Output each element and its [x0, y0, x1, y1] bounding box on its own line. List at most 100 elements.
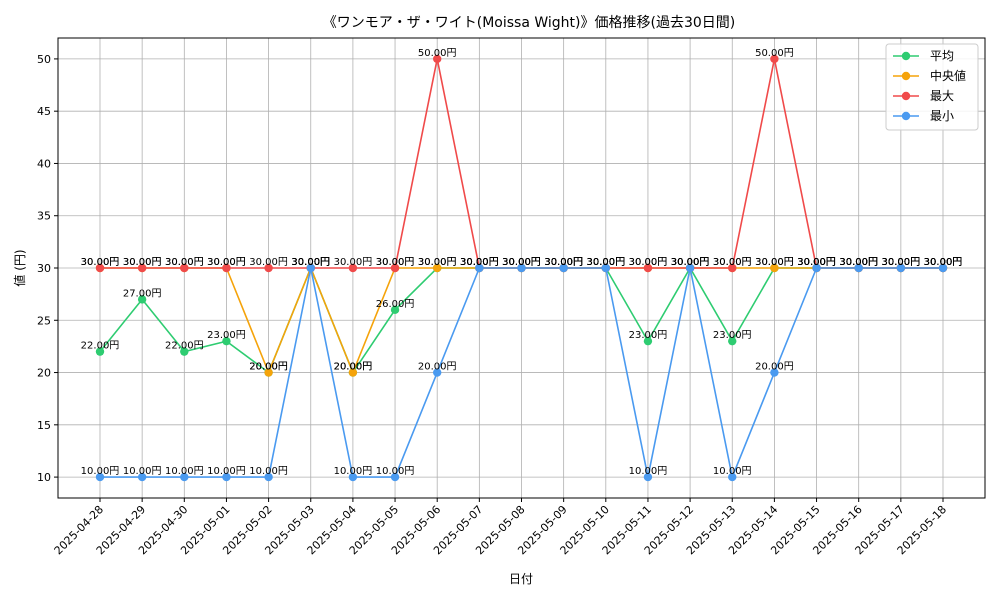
y-tick-label: 10	[37, 471, 51, 484]
data-point	[348, 472, 358, 482]
data-label: 30.00円	[839, 257, 878, 268]
data-label: 30.00円	[502, 257, 541, 268]
data-label: 20.00円	[755, 362, 794, 373]
data-label: 22.00円	[165, 341, 204, 352]
data-label: 30.00円	[797, 257, 836, 268]
data-point	[222, 263, 231, 273]
x-axis: 2025-04-282025-04-292025-04-302025-05-01…	[52, 498, 949, 557]
data-label: 30.00円	[502, 257, 541, 268]
legend-label: 中央値	[930, 68, 966, 83]
data-label: 30.00円	[418, 257, 457, 268]
legend-marker	[901, 51, 911, 61]
series-3	[95, 263, 948, 482]
data-label: 30.00円	[671, 257, 710, 268]
data-label: 50.00円	[418, 48, 457, 59]
data-label: 30.00円	[165, 257, 204, 268]
data-label: 30.00円	[502, 257, 541, 268]
data-point	[348, 263, 358, 273]
data-point	[390, 263, 400, 273]
data-label: 30.00円	[165, 257, 204, 268]
data-label: 30.00円	[334, 257, 373, 268]
y-axis-label: 値 (円)	[12, 249, 27, 286]
data-label: 30.00円	[882, 257, 921, 268]
data-label: 30.00円	[671, 257, 710, 268]
y-tick-label: 30	[37, 262, 51, 275]
data-label: 10.00円	[81, 466, 120, 477]
data-label: 30.00円	[460, 257, 499, 268]
data-label: 30.00円	[797, 257, 836, 268]
data-label: 30.00円	[924, 257, 963, 268]
data-label: 30.00円	[629, 257, 668, 268]
data-point	[728, 336, 737, 346]
y-tick-label: 25	[37, 314, 51, 327]
data-label: 30.00円	[586, 257, 625, 268]
data-label: 30.00円	[291, 257, 330, 268]
data-label: 30.00円	[81, 257, 120, 268]
data-label: 30.00円	[882, 257, 921, 268]
data-point	[180, 347, 189, 356]
x-axis-label: 日付	[509, 572, 533, 586]
data-label: 30.00円	[755, 257, 794, 268]
y-tick-label: 50	[37, 53, 51, 66]
data-label: 30.00円	[713, 257, 752, 268]
data-label: 10.00円	[207, 466, 246, 477]
data-point	[854, 263, 863, 273]
data-point	[728, 472, 737, 482]
legend-marker	[901, 71, 911, 81]
data-label: 30.00円	[207, 257, 246, 268]
data-point	[643, 472, 653, 482]
data-label: 10.00円	[376, 466, 415, 477]
data-label: 30.00円	[839, 257, 878, 268]
chart-title: 《ワンモア・ザ・ワイト(Moissa Wight)》価格推移(過去30日間)	[323, 15, 736, 31]
data-label: 20.00円	[249, 362, 288, 373]
data-point	[95, 347, 105, 356]
data-label: 30.00円	[291, 257, 330, 268]
data-point	[728, 263, 737, 273]
data-point	[433, 368, 442, 377]
data-point	[643, 263, 653, 273]
data-point	[222, 336, 231, 346]
data-point	[938, 263, 948, 273]
data-label: 26.00円	[376, 299, 415, 310]
legend-label: 平均	[930, 49, 954, 63]
data-label: 22.00円	[81, 341, 120, 352]
legend-label: 最小	[930, 109, 954, 123]
data-label: 30.00円	[671, 257, 710, 268]
data-label: 30.00円	[755, 257, 794, 268]
data-label: 30.00円	[376, 257, 415, 268]
data-point	[137, 263, 147, 273]
data-label: 23.00円	[713, 330, 752, 341]
data-point	[770, 263, 779, 273]
data-point	[180, 472, 189, 482]
data-label: 20.00円	[249, 362, 288, 373]
data-label: 30.00円	[924, 257, 963, 268]
data-point	[433, 54, 442, 64]
data-label: 10.00円	[249, 466, 288, 477]
data-point	[643, 336, 653, 346]
data-label: 30.00円	[81, 257, 120, 268]
data-point	[95, 263, 105, 273]
data-label: 30.00円	[797, 257, 836, 268]
legend-marker	[901, 111, 911, 121]
y-tick-label: 20	[37, 367, 51, 380]
legend-box	[885, 43, 979, 131]
data-label: 20.00円	[334, 362, 373, 373]
data-label: 30.00円	[460, 257, 499, 268]
data-label: 30.00円	[839, 257, 878, 268]
data-label: 30.00円	[249, 257, 288, 268]
data-point	[390, 472, 400, 482]
data-label: 30.00円	[924, 257, 963, 268]
data-label: 50.00円	[755, 48, 794, 59]
data-point	[306, 263, 315, 273]
data-point	[390, 305, 400, 315]
data-label: 30.00円	[544, 257, 583, 268]
data-label: 10.00円	[629, 466, 668, 477]
data-point	[264, 368, 273, 377]
data-label: 30.00円	[586, 257, 625, 268]
data-point	[137, 295, 147, 304]
y-tick-label: 35	[37, 210, 51, 223]
data-label: 27.00円	[123, 288, 162, 299]
data-label: 30.00円	[839, 257, 878, 268]
